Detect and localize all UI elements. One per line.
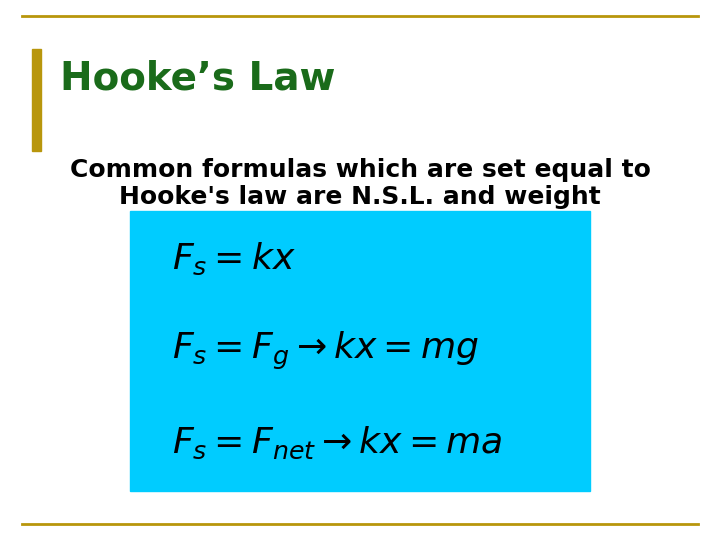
FancyBboxPatch shape [130,211,590,491]
Text: Hooke’s Law: Hooke’s Law [60,59,336,97]
Text: Hooke's law are N.S.L. and weight: Hooke's law are N.S.L. and weight [119,185,601,209]
Text: $F_s = kx$: $F_s = kx$ [172,241,296,278]
Text: $F_s = F_{net} \rightarrow kx = ma$: $F_s = F_{net} \rightarrow kx = ma$ [172,424,503,461]
FancyBboxPatch shape [32,49,41,151]
Text: $F_s = F_g \rightarrow kx = mg$: $F_s = F_g \rightarrow kx = mg$ [172,330,479,372]
Text: Common formulas which are set equal to: Common formulas which are set equal to [70,158,650,182]
